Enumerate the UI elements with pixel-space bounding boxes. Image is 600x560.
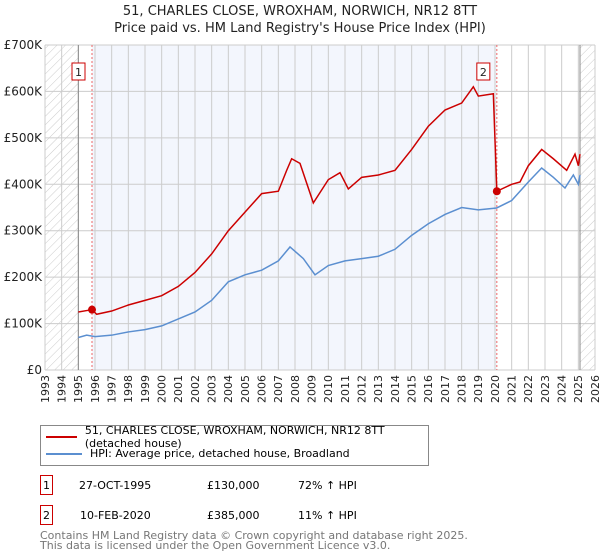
sale-point	[88, 305, 96, 314]
x-tick-label: 1996	[89, 375, 102, 403]
sale-label: 2	[480, 66, 487, 79]
x-tick-label: 2026	[589, 375, 600, 403]
price-chart: 1993 1994 1995 1996 1997 1998 1999 2000 2001 2002…	[4, 38, 600, 403]
x-tick-label: 2022	[522, 375, 535, 403]
x-tick-label: 2013	[372, 375, 385, 403]
x-tick-label: 2025	[572, 375, 585, 403]
x-tick-label: 2009	[306, 375, 319, 403]
hpi-line	[78, 167, 581, 339]
x-tick-label: 2008	[289, 375, 302, 403]
sale-label-box	[71, 62, 86, 81]
x-tick-label: 2011	[339, 375, 352, 403]
x-tick-label: 2003	[206, 375, 219, 403]
legend-property: 51, CHARLES CLOSE, WROXHAM, NORWICH, NR1…	[84, 423, 385, 450]
footer: Contains HM Land Registry data © Crown c…	[40, 529, 468, 552]
transaction-hpi: 11% ↑ HPI	[298, 508, 357, 522]
y-tick-label: £400K	[4, 177, 44, 191]
y-tick-label: £700K	[4, 38, 44, 52]
x-tick-label: 2024	[556, 375, 569, 403]
y-tick-label: £200K	[4, 270, 44, 284]
y-tick-label: £600K	[4, 84, 44, 98]
x-tick-label: 1999	[139, 375, 152, 403]
x-tick-label: 2001	[172, 375, 185, 403]
transaction-hpi: 72% ↑ HPI	[298, 478, 357, 492]
x-tick-label: 2018	[456, 375, 469, 403]
x-tick-label: 2012	[356, 375, 369, 403]
legend-swatch-property	[46, 435, 77, 438]
ownership-period-shade	[92, 45, 497, 370]
transaction-date: 10-FEB-2020	[80, 508, 151, 522]
transaction-price: £130,000	[207, 478, 260, 492]
footer-line: This data is licensed under the Open Gov…	[40, 539, 391, 552]
x-tick-label: 2021	[506, 375, 519, 403]
legend-swatch-hpi	[46, 452, 82, 455]
x-tick-label: 2016	[422, 375, 435, 403]
x-tick-label: 2020	[489, 375, 502, 403]
legend-hpi: HPI: Average price, detached house, Broa…	[90, 447, 350, 460]
chart-title: 51, CHARLES CLOSE, WROXHAM, NORWICH, NR1…	[122, 4, 478, 19]
x-tick-label: 2014	[389, 375, 402, 403]
x-tick-label: 2007	[272, 375, 285, 403]
x-tick-label: 1995	[72, 375, 85, 403]
footer-line: Contains HM Land Registry data © Crown c…	[40, 529, 468, 542]
legend: 51, CHARLES CLOSE, WROXHAM, NORWICH, NR1…	[40, 423, 429, 466]
x-tick-label: 1994	[56, 375, 69, 403]
x-tick-label: 2004	[222, 375, 235, 403]
x-tick-label: 2019	[472, 375, 485, 403]
x-tick-label: 1993	[39, 375, 52, 403]
y-tick-label: £0	[27, 363, 42, 377]
sale-point	[492, 187, 501, 196]
transaction-price: £385,000	[207, 508, 260, 522]
x-tick-label: 2010	[322, 375, 335, 403]
chart-subtitle: Price paid vs. HM Land Registry's House …	[114, 21, 486, 36]
y-tick-label: £100K	[4, 317, 44, 331]
x-tick-label: 2017	[439, 375, 452, 403]
x-tick-label: 1997	[106, 375, 119, 403]
x-tick-label: 2015	[406, 375, 419, 403]
sale-label-box	[476, 62, 491, 81]
transaction-date: 27-OCT-1995	[79, 478, 152, 492]
property-price-line	[78, 85, 581, 316]
x-tick-label: 2002	[189, 375, 202, 403]
transaction-badge: 1	[40, 475, 53, 495]
no-data-hatch	[580, 45, 595, 370]
sale-label: 1	[75, 66, 82, 79]
transaction-row: 1 27-OCT-1995 £130,000 72% ↑ HPI	[40, 475, 357, 495]
x-tick-label: 2000	[156, 375, 169, 403]
transaction-row: 2 10-FEB-2020 £385,000 11% ↑ HPI	[40, 505, 357, 525]
x-tick-label: 1998	[122, 375, 135, 403]
x-tick-label: 2023	[539, 375, 552, 403]
x-tick-label: 2006	[256, 375, 269, 403]
x-tick-label: 2005	[239, 375, 252, 403]
y-tick-label: £300K	[4, 224, 44, 238]
y-tick-label: £500K	[4, 131, 44, 145]
transaction-badge: 2	[40, 505, 53, 525]
